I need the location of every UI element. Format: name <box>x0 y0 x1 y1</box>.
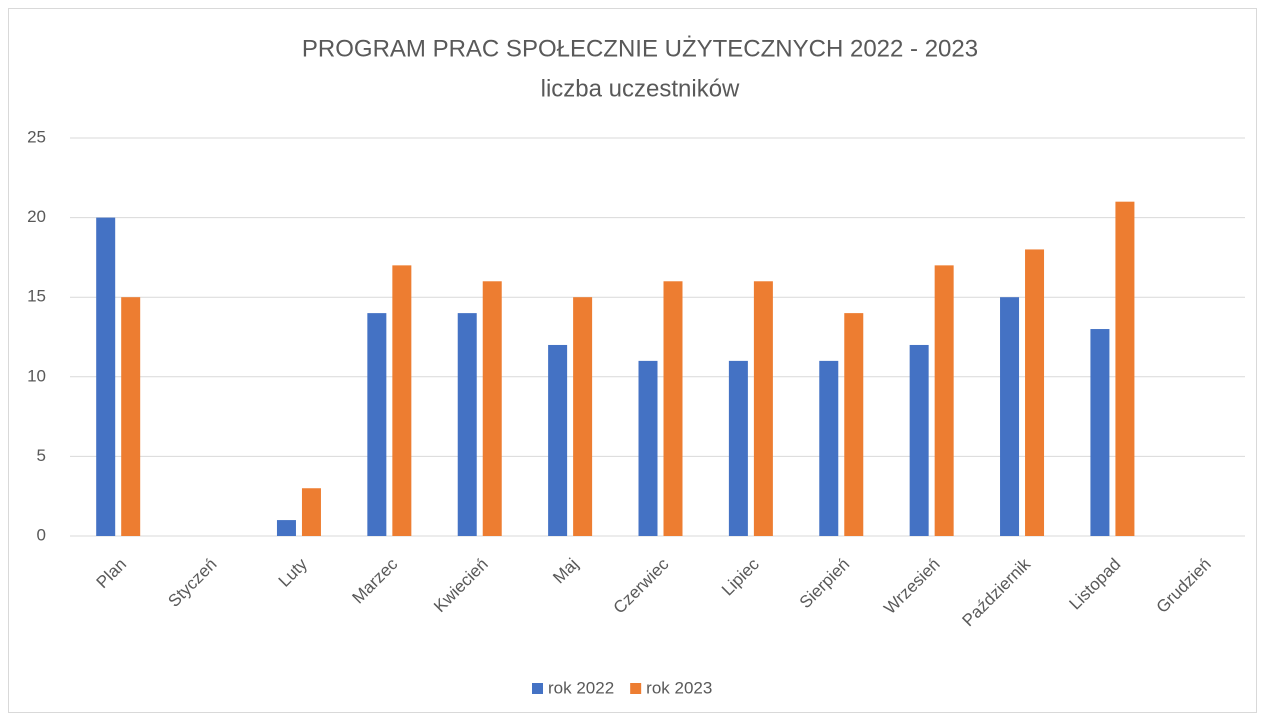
y-tick-label: 25 <box>27 127 46 146</box>
bar <box>638 360 658 536</box>
bar <box>392 265 412 536</box>
bar <box>909 344 929 536</box>
bar <box>1000 297 1020 536</box>
bar <box>96 217 116 536</box>
bar <box>819 360 839 536</box>
bar <box>1025 249 1045 536</box>
bar <box>457 313 477 536</box>
bar <box>121 297 141 536</box>
y-tick-label: 20 <box>27 207 46 226</box>
legend-swatch <box>532 683 543 694</box>
bar <box>753 281 773 536</box>
bar <box>548 344 568 536</box>
legend-label: rok 2022 <box>548 678 614 697</box>
bar <box>276 520 296 536</box>
legend-swatch <box>630 683 642 694</box>
chart-border <box>8 8 1257 713</box>
bar <box>844 313 864 536</box>
chart-title: PROGRAM PRAC SPOŁECZNIE UŻYTECZNYCH 2022… <box>302 35 978 62</box>
bar <box>573 297 593 536</box>
bar <box>1115 201 1135 536</box>
bar <box>301 488 321 536</box>
bar <box>1090 329 1110 536</box>
bar <box>663 281 683 536</box>
chart-subtitle: liczba uczestników <box>541 75 740 102</box>
legend-label: rok 2023 <box>646 678 712 697</box>
y-tick-label: 10 <box>27 366 46 385</box>
y-tick-label: 0 <box>37 525 46 544</box>
bar <box>482 281 502 536</box>
bar <box>367 313 387 536</box>
y-tick-label: 15 <box>27 287 46 306</box>
y-tick-label: 5 <box>37 446 46 465</box>
bar <box>934 265 954 536</box>
bar <box>728 360 748 536</box>
